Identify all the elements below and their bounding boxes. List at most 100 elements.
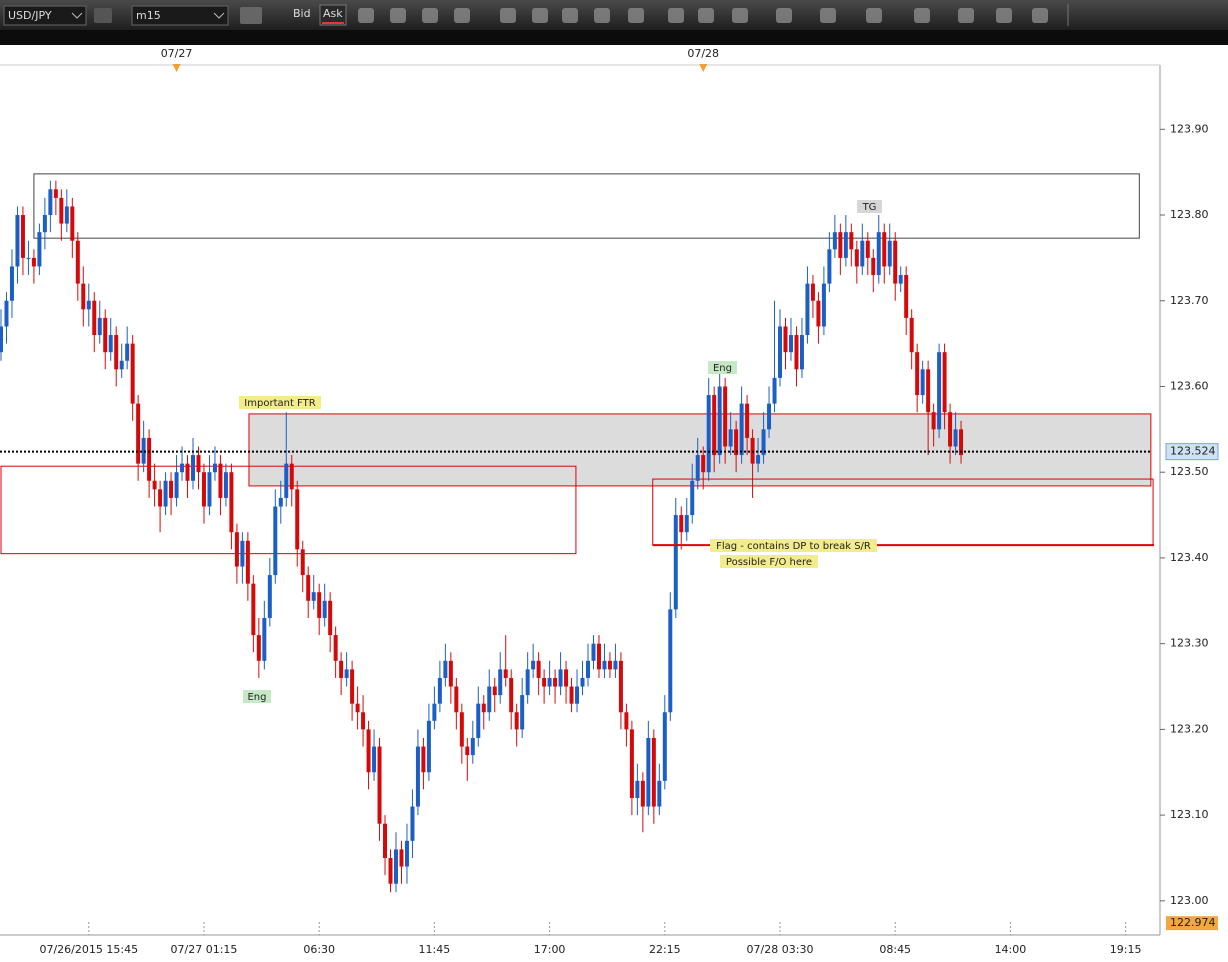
candle-body bbox=[509, 677, 514, 713]
candle-body bbox=[256, 635, 261, 661]
candle-body bbox=[251, 583, 256, 636]
annotation-bg bbox=[239, 396, 321, 409]
tool-icon[interactable] bbox=[866, 8, 882, 23]
tool-icon[interactable] bbox=[358, 8, 374, 23]
candle-body bbox=[470, 737, 475, 756]
candle-body bbox=[745, 403, 750, 438]
candle-body bbox=[904, 275, 909, 318]
candle-body bbox=[437, 677, 442, 704]
candle-body bbox=[893, 240, 898, 284]
candle-body bbox=[223, 472, 228, 498]
candle-body bbox=[717, 386, 722, 456]
link-button[interactable] bbox=[94, 8, 112, 23]
candle-body bbox=[706, 395, 711, 473]
candle-body bbox=[794, 335, 799, 370]
candle-body bbox=[832, 232, 837, 250]
candle-body bbox=[695, 455, 700, 481]
candle-body bbox=[108, 335, 113, 353]
candle-body bbox=[756, 455, 761, 464]
dropdown-arrow bbox=[213, 12, 225, 19]
annotation-bg bbox=[243, 690, 271, 703]
tool-icon[interactable] bbox=[732, 8, 748, 23]
toolbar: USD/JPY m15 Bid Ask bbox=[0, 0, 1228, 45]
tool-icon[interactable] bbox=[500, 8, 516, 23]
candle-body bbox=[278, 497, 283, 507]
candle-body bbox=[103, 317, 108, 353]
candle-body bbox=[734, 429, 739, 456]
x-tick-label: 07/28 03:30 bbox=[747, 943, 814, 956]
candle-body bbox=[624, 712, 629, 730]
tool-icon[interactable] bbox=[668, 8, 684, 23]
current-price-label: 123.524 bbox=[1170, 445, 1216, 458]
candle-body bbox=[212, 463, 217, 473]
candle-body bbox=[481, 703, 486, 713]
candle-body bbox=[174, 472, 179, 498]
candle-body bbox=[366, 729, 371, 773]
tool-icon[interactable] bbox=[532, 8, 548, 23]
tool-icon[interactable] bbox=[776, 8, 792, 23]
candle-body bbox=[53, 189, 58, 198]
ask-button[interactable]: Ask bbox=[323, 7, 343, 20]
tool-icon[interactable] bbox=[996, 8, 1012, 23]
candle-body bbox=[684, 515, 689, 533]
y-tick-label: 123.30 bbox=[1170, 637, 1209, 650]
candle-body bbox=[465, 746, 470, 756]
tool-icon[interactable] bbox=[914, 8, 930, 23]
date-marker-label: 07/27 bbox=[161, 47, 193, 60]
tool-icon[interactable] bbox=[958, 8, 974, 23]
tool-icon[interactable] bbox=[1032, 8, 1048, 23]
tool-icon[interactable] bbox=[628, 8, 644, 23]
candle-body bbox=[240, 540, 245, 567]
candle-body bbox=[448, 660, 453, 687]
candle-body bbox=[887, 240, 892, 267]
candle-body bbox=[229, 472, 234, 533]
annotation-bg bbox=[708, 361, 737, 374]
tool-icon[interactable] bbox=[698, 8, 714, 23]
zone bbox=[0, 465, 577, 555]
tool-icon[interactable] bbox=[562, 8, 578, 23]
bid-button[interactable]: Bid bbox=[293, 7, 311, 20]
candle-body bbox=[898, 275, 903, 284]
tool-icon[interactable] bbox=[454, 8, 470, 23]
candle-body bbox=[646, 737, 651, 807]
timeframe-select[interactable] bbox=[131, 5, 229, 26]
candle-body bbox=[459, 712, 464, 747]
tool-icon[interactable] bbox=[594, 8, 610, 23]
candle-body bbox=[635, 780, 640, 798]
tool-icon[interactable] bbox=[422, 8, 438, 23]
x-tick-label: 11:45 bbox=[419, 943, 451, 956]
candle-body bbox=[553, 677, 558, 687]
candle-body bbox=[926, 369, 931, 413]
candle-body bbox=[575, 686, 580, 704]
candle-body bbox=[591, 643, 596, 661]
candle-body bbox=[15, 215, 20, 267]
candle-body bbox=[432, 703, 437, 721]
symbol-select[interactable] bbox=[3, 5, 87, 26]
symbol: USD/JPY bbox=[8, 9, 52, 22]
candle-body bbox=[454, 686, 459, 713]
chart-type-button[interactable] bbox=[240, 7, 262, 24]
candle-body bbox=[119, 360, 124, 370]
candle-body bbox=[92, 300, 97, 336]
tool-icon[interactable] bbox=[390, 8, 406, 23]
candle-body bbox=[388, 857, 393, 884]
candle-body bbox=[399, 849, 404, 867]
candle-body bbox=[295, 489, 300, 550]
candle-body bbox=[48, 189, 53, 216]
candle-body bbox=[805, 283, 810, 336]
candle-body bbox=[503, 669, 508, 678]
candle-body bbox=[125, 343, 130, 361]
y-tick-label: 123.00 bbox=[1170, 894, 1209, 907]
candle-body bbox=[97, 317, 102, 336]
candle-body bbox=[827, 249, 832, 284]
low-marker-label: 122.974 bbox=[1170, 916, 1216, 929]
candle-body bbox=[690, 480, 695, 516]
candle-body bbox=[909, 317, 914, 353]
date-marker bbox=[699, 64, 708, 72]
annotation: TG bbox=[862, 202, 877, 213]
tool-icon[interactable] bbox=[820, 8, 836, 23]
candle-body bbox=[311, 592, 316, 601]
candle-body bbox=[492, 686, 497, 696]
candle-body bbox=[404, 840, 409, 867]
